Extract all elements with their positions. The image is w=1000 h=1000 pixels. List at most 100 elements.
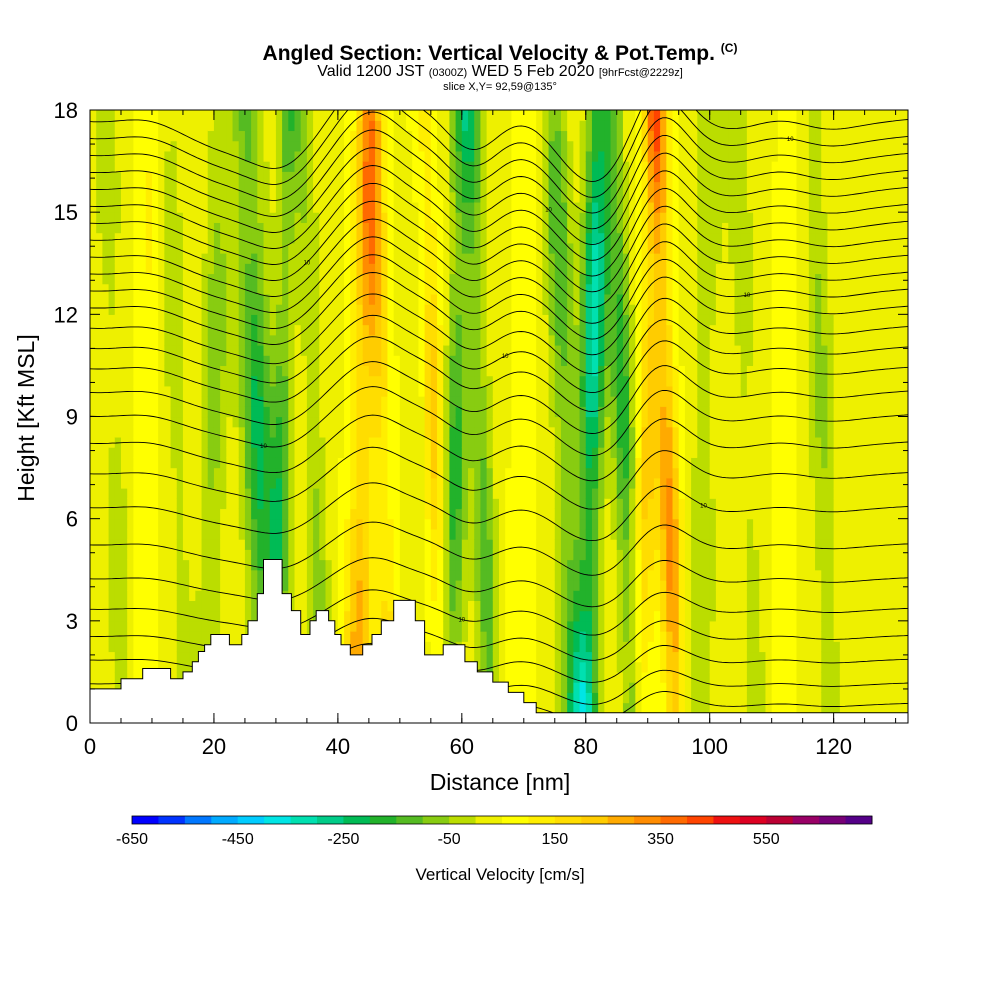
velocity-cell (170, 600, 178, 612)
velocity-cell (461, 477, 469, 489)
velocity-cell (480, 416, 488, 428)
velocity-cell (430, 488, 438, 499)
velocity-cell (325, 416, 333, 428)
velocity-cell (251, 365, 258, 377)
velocity-cell (585, 610, 593, 622)
velocity-cell (461, 518, 469, 530)
velocity-cell (585, 600, 593, 612)
velocity-cell (542, 140, 550, 152)
velocity-cell (430, 242, 438, 254)
velocity-cell (406, 242, 413, 254)
velocity-cell (585, 641, 593, 653)
velocity-cell (195, 641, 203, 653)
velocity-cell (468, 610, 475, 622)
velocity-cell (505, 539, 512, 550)
velocity-cell (381, 293, 389, 305)
velocity-cell (288, 191, 296, 203)
velocity-cell (151, 344, 159, 356)
velocity-cell (430, 396, 438, 407)
velocity-cell (176, 212, 184, 223)
velocity-cell (213, 416, 221, 428)
velocity-cell (523, 620, 531, 632)
velocity-cell (591, 161, 599, 172)
velocity-cell (244, 508, 252, 520)
velocity-cell (195, 314, 203, 326)
velocity-cell (257, 324, 265, 336)
velocity-cell (375, 406, 382, 418)
velocity-cell (238, 375, 246, 387)
velocity-cell (90, 263, 97, 275)
velocity-cell (387, 130, 395, 142)
velocity-cell (344, 436, 351, 448)
velocity-cell (164, 232, 172, 244)
velocity-cell (263, 161, 271, 172)
velocity-cell (406, 426, 413, 438)
velocity-cell (579, 334, 587, 346)
velocity-cell (362, 344, 370, 356)
velocity-cell (182, 242, 190, 254)
velocity-cell (344, 304, 351, 315)
velocity-cell (511, 579, 519, 591)
velocity-cell (176, 293, 184, 305)
velocity-cell (362, 242, 370, 254)
velocity-cell (195, 498, 203, 510)
velocity-cell (567, 498, 574, 510)
velocity-cell (418, 263, 426, 275)
velocity-cell (170, 661, 178, 673)
velocity-cell (251, 232, 258, 244)
velocity-cell (207, 130, 215, 142)
velocity-cell (536, 528, 543, 540)
velocity-cell (567, 447, 574, 458)
velocity-cell (114, 283, 122, 295)
velocity-cell (474, 130, 482, 142)
velocity-cell (505, 232, 512, 244)
velocity-cell (158, 171, 165, 183)
velocity-cell (313, 212, 320, 223)
velocity-cell (499, 191, 506, 203)
velocity-cell (368, 314, 376, 326)
velocity-cell (158, 426, 165, 438)
velocity-cell (151, 436, 159, 448)
velocity-cell (189, 416, 196, 428)
velocity-cell (176, 406, 184, 418)
velocity-cell (573, 549, 581, 561)
velocity-cell (294, 253, 302, 264)
velocity-cell (164, 150, 172, 162)
velocity-cell (511, 293, 519, 305)
velocity-cell (548, 416, 556, 428)
velocity-cell (189, 324, 196, 336)
velocity-cell (102, 171, 110, 183)
velocity-cell (356, 436, 364, 448)
velocity-cell (213, 293, 221, 305)
velocity-cell (585, 559, 593, 571)
velocity-cell (443, 457, 451, 469)
velocity-cell (151, 273, 159, 285)
velocity-cell (120, 661, 128, 673)
velocity-cell (350, 549, 358, 561)
velocity-cell (189, 631, 196, 642)
velocity-cell (201, 222, 209, 234)
velocity-cell (486, 528, 494, 540)
velocity-cell (560, 263, 568, 275)
velocity-cell (96, 140, 103, 152)
velocity-cell (480, 498, 488, 510)
velocity-cell (492, 590, 500, 601)
velocity-cell (517, 620, 525, 632)
velocity-cell (139, 304, 147, 315)
velocity-cell (344, 477, 351, 489)
velocity-cell (505, 212, 512, 223)
velocity-cell (455, 191, 463, 203)
velocity-cell (554, 467, 562, 479)
velocity-cell (598, 488, 605, 499)
velocity-cell (300, 171, 308, 183)
velocity-cell (480, 661, 488, 673)
velocity-cell (443, 549, 451, 561)
velocity-cell (238, 263, 246, 275)
velocity-cell (455, 283, 463, 295)
velocity-cell (529, 549, 537, 561)
velocity-cell (226, 579, 234, 591)
velocity-cell (356, 488, 364, 499)
velocity-cell (114, 253, 122, 264)
velocity-cell (102, 620, 110, 632)
velocity-cell (263, 283, 271, 295)
